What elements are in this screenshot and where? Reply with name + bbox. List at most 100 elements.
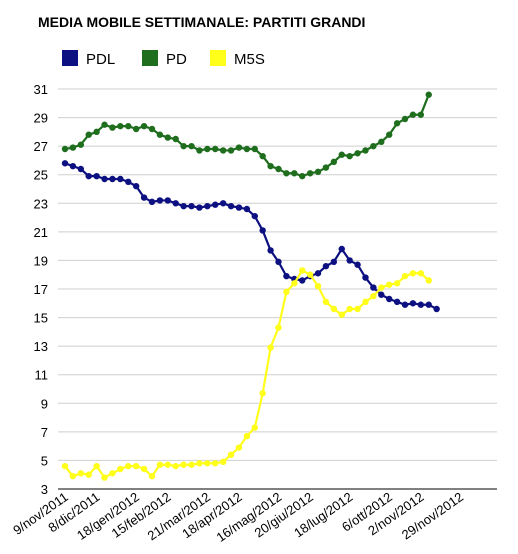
series-line [64, 94, 430, 178]
data-point [172, 462, 179, 470]
data-point [243, 432, 251, 440]
data-point [267, 344, 274, 351]
y-tick-label: 29 [34, 111, 48, 126]
data-point [219, 200, 227, 207]
data-point [425, 277, 432, 284]
data-point [61, 145, 69, 153]
data-point [346, 305, 353, 313]
data-point [196, 460, 203, 467]
data-point [299, 172, 306, 180]
data-point [156, 131, 164, 138]
data-point [401, 301, 409, 308]
data-point [314, 270, 322, 277]
data-point [291, 280, 298, 287]
data-point [117, 122, 124, 130]
data-point [204, 145, 211, 153]
data-point [330, 305, 338, 313]
data-point [299, 277, 306, 284]
data-point [275, 165, 282, 173]
series-group [61, 91, 440, 481]
data-point [196, 204, 203, 211]
y-tick-label: 11 [35, 368, 49, 383]
data-point [378, 284, 385, 291]
y-tick-label: 5 [41, 453, 48, 468]
data-point [378, 291, 385, 298]
data-point [140, 194, 148, 201]
data-point [204, 460, 211, 467]
data-point [69, 162, 77, 170]
data-point [275, 258, 282, 266]
data-point [243, 145, 251, 153]
data-point [93, 128, 100, 136]
legend-swatch [142, 50, 158, 66]
series-m5s [61, 267, 432, 481]
data-point [164, 461, 171, 468]
data-point [362, 274, 369, 281]
data-point [117, 465, 124, 473]
y-tick-label: 3 [41, 482, 48, 497]
data-point [235, 444, 243, 451]
data-point [132, 125, 140, 133]
data-point [251, 424, 258, 431]
y-tick-label: 9 [41, 396, 48, 411]
data-point [227, 147, 235, 154]
y-tick-label: 21 [34, 225, 48, 240]
data-point [291, 170, 298, 177]
data-point [125, 178, 132, 186]
series-pdl [61, 160, 440, 313]
data-point [386, 131, 393, 138]
data-point [393, 120, 401, 127]
data-point [85, 131, 92, 138]
data-point [354, 305, 361, 313]
data-point [322, 164, 330, 171]
data-point [109, 175, 116, 183]
y-tick-label: 13 [34, 339, 48, 354]
data-point [172, 200, 179, 207]
data-point [346, 152, 353, 160]
data-point [164, 134, 171, 141]
data-point [259, 152, 266, 160]
data-point [354, 261, 361, 268]
data-point [172, 135, 179, 143]
data-point [227, 451, 235, 458]
data-point [212, 460, 219, 467]
data-point [322, 298, 330, 306]
data-point [409, 270, 417, 277]
data-point [61, 160, 69, 167]
y-tick-label: 25 [34, 168, 48, 183]
data-point [330, 258, 338, 266]
data-point [164, 197, 171, 204]
data-point [85, 172, 92, 180]
data-point [370, 284, 377, 291]
data-point [338, 245, 345, 253]
data-point [251, 145, 258, 153]
gridlines [58, 88, 497, 490]
data-point [101, 175, 108, 183]
data-point [425, 301, 432, 308]
data-point [219, 147, 227, 154]
data-point [306, 170, 314, 177]
legend-label: PDL [86, 51, 115, 68]
data-point [299, 267, 306, 274]
data-point [212, 201, 219, 208]
data-point [188, 202, 195, 210]
data-point [125, 122, 132, 130]
data-point [93, 172, 100, 180]
data-point [259, 227, 266, 234]
y-tick-label: 27 [34, 139, 48, 154]
data-point [275, 324, 282, 331]
data-point [267, 162, 274, 170]
data-point [283, 288, 290, 296]
data-point [425, 91, 432, 98]
y-tick-label: 23 [34, 196, 48, 211]
legend: PDL PD M5S [62, 50, 265, 68]
data-point [212, 145, 219, 153]
data-point [338, 151, 345, 158]
data-point [227, 202, 235, 210]
data-point [180, 202, 187, 210]
data-point [306, 271, 314, 278]
x-axis-ticks: 9/nov/20118/dic/201118/gen/201215/feb/20… [10, 489, 466, 545]
data-point [401, 115, 409, 123]
data-point [322, 262, 330, 270]
data-point [85, 471, 92, 478]
